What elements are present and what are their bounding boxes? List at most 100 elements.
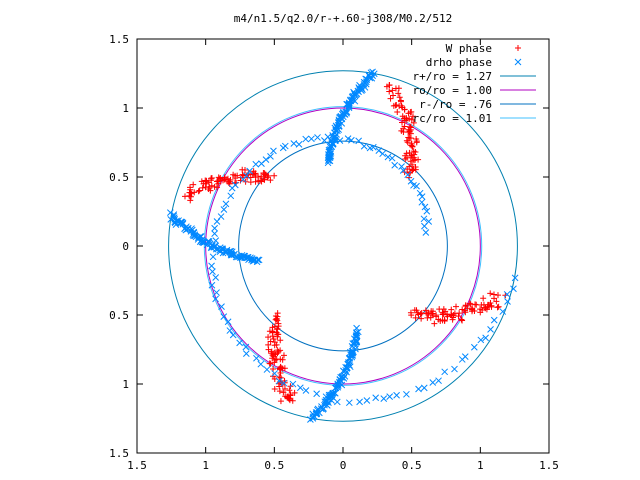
w-phase-point (280, 389, 287, 396)
drho-phase-point (510, 285, 517, 293)
drho-phase-point (204, 237, 212, 245)
w-phase-point (412, 164, 419, 171)
drho-phase-point (354, 328, 362, 336)
w-phase-point (181, 193, 188, 200)
w-phase-point (386, 82, 393, 89)
w-phase-point (495, 303, 502, 310)
chart-title: m4/n1.5/q2.0/r-+.60-j308/M0.2/512 (234, 12, 453, 25)
drho-phase-point (267, 153, 274, 160)
drho-phase-point (167, 209, 174, 217)
w-phase-point (462, 302, 469, 309)
drho-phase-point (253, 354, 260, 362)
drho-phase-point (332, 137, 339, 145)
w-phase-point (277, 369, 284, 376)
w-phase-point (407, 158, 414, 165)
w-phase-point (467, 301, 474, 308)
w-phase-point (403, 150, 410, 157)
w-phase-point (395, 90, 402, 97)
legend-marker (514, 58, 522, 66)
legend-label: drho phase (426, 56, 492, 69)
drho-phase-point (322, 393, 330, 401)
w-phase-point (279, 365, 286, 372)
drho-phase-point (217, 213, 225, 220)
drho-phase-point (211, 230, 218, 237)
drho-phase-point (333, 398, 341, 406)
w-phase-point (398, 102, 405, 109)
w-phase-point (223, 176, 230, 183)
w-phase-point (431, 320, 438, 327)
w-phase-point (412, 314, 419, 321)
w-phase-point (190, 181, 197, 188)
w-phase-point (202, 177, 209, 184)
w-phase-point (394, 109, 401, 116)
w-phase-point (406, 163, 413, 170)
drho-phase-point (425, 218, 433, 225)
drho-phase-point (279, 144, 287, 152)
w-phase-point (491, 295, 498, 302)
w-phase-point (261, 176, 268, 183)
drho-phase-point (257, 360, 265, 368)
w-phase-point (389, 87, 396, 94)
w-phase-point (406, 149, 413, 156)
drho-phase-point (366, 144, 374, 152)
drho-phase-point (308, 135, 315, 143)
w-phase-point (458, 316, 465, 323)
drho-phase-point (248, 256, 255, 264)
circle-1 (168, 70, 518, 422)
w-phase-point (274, 333, 281, 340)
circle-2 (205, 107, 481, 385)
drho-phase-point (407, 177, 415, 185)
y-tick-label: 0.5 (109, 171, 129, 184)
drho-phase-point (369, 68, 376, 76)
y-tick-label: 1.5 (109, 33, 129, 46)
drho-phase-point (420, 384, 428, 392)
w-phase-point (270, 353, 277, 360)
drho-phase-point (289, 380, 297, 388)
drho-phase-point (344, 135, 352, 142)
w-phase-point (215, 180, 222, 187)
w-phase-point (449, 316, 456, 323)
w-phase-point (393, 102, 400, 109)
drho-phase-point (499, 308, 507, 315)
drho-phase-point (209, 253, 217, 261)
drho-phase-point (416, 189, 424, 197)
w-phase-point (412, 149, 419, 156)
w-phase-point (195, 188, 202, 195)
y-tick-label: 1.5 (109, 447, 129, 460)
drho-phase-point (246, 167, 253, 175)
w-phase-point (459, 317, 466, 324)
drho-phase-point (345, 359, 352, 367)
drho-phase-point (307, 416, 314, 423)
drho-phase-point (213, 218, 221, 225)
x-tick-label: 0.5 (402, 459, 422, 472)
drho-phase-point (503, 290, 511, 298)
w-phase-point (281, 385, 288, 392)
w-phase-point (386, 88, 393, 95)
w-phase-point (276, 374, 283, 381)
w-phase-point (269, 333, 276, 340)
drho-phase-point (461, 353, 469, 361)
w-phase-point (401, 106, 408, 113)
w-phase-point (270, 366, 277, 373)
drho-phase-point (360, 81, 368, 88)
w-phase-point (262, 171, 269, 178)
drho-phase-point (482, 334, 489, 342)
drho-phase-point (207, 244, 215, 251)
drho-phase-point (422, 229, 430, 236)
w-phase-point (407, 124, 414, 131)
x-tick-label: 1 (202, 459, 209, 472)
drho-phase-point (236, 339, 243, 347)
drho-phase-point (178, 218, 186, 226)
w-phase-point (415, 311, 422, 318)
w-phase-point (278, 364, 285, 371)
w-phase-point (255, 173, 262, 180)
circle-4 (203, 106, 483, 386)
drho-phase-point (208, 262, 215, 270)
drho-phase-point (384, 153, 392, 161)
w-phase-point (289, 397, 296, 404)
drho-phase-point (391, 161, 399, 169)
w-phase-point (188, 190, 195, 197)
w-phase-point (273, 316, 280, 323)
w-phase-point (455, 313, 462, 320)
